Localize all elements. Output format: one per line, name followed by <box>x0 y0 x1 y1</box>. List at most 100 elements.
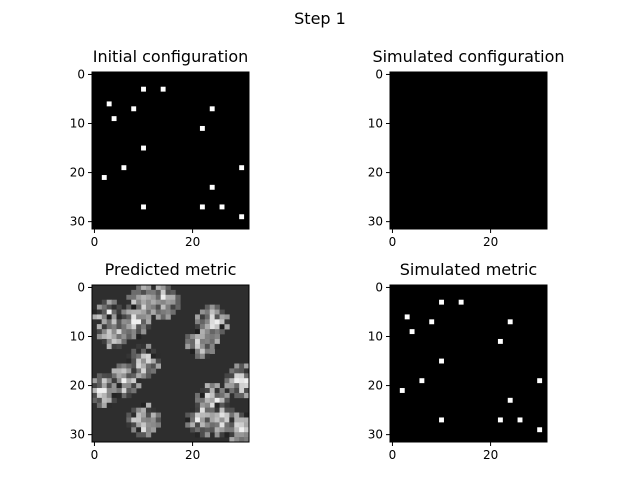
predicted-metric-texture <box>92 285 250 443</box>
predicted-cell <box>190 334 196 340</box>
initial-configuration-ytick-label: 30 <box>70 215 85 229</box>
predicted-cell <box>224 314 230 320</box>
predicted-cell <box>106 299 112 305</box>
predicted-cell <box>199 412 206 418</box>
predicted-cell <box>126 422 132 428</box>
predicted-cell <box>141 304 147 310</box>
predicted-cell <box>199 314 206 320</box>
predicted-cell <box>121 392 127 399</box>
predicted-cell <box>145 417 152 423</box>
predicted-metric-ytick-label: 30 <box>70 428 85 442</box>
predicted-cell <box>204 412 211 418</box>
predicted-cell <box>224 422 230 428</box>
predicted-cell <box>234 392 240 399</box>
predicted-cell <box>229 388 235 394</box>
initial-configuration-point <box>239 214 245 220</box>
predicted-cell <box>214 388 220 394</box>
predicted-cell <box>214 334 220 340</box>
predicted-cell <box>214 304 220 310</box>
predicted-cell <box>155 294 161 301</box>
simulated-metric-ytick-label: 20 <box>368 379 383 393</box>
predicted-cell <box>96 314 103 320</box>
predicted-cell <box>101 388 108 394</box>
predicted-cell <box>229 378 235 384</box>
predicted-cell <box>190 427 196 433</box>
predicted-cell <box>239 388 245 394</box>
predicted-cell <box>131 294 137 301</box>
predicted-cell <box>121 383 127 389</box>
predicted-cell <box>101 299 108 305</box>
predicted-cell <box>150 407 157 413</box>
predicted-cell <box>160 309 166 315</box>
predicted-cell <box>244 437 250 443</box>
predicted-cell <box>234 388 240 394</box>
predicted-cell <box>145 299 152 305</box>
predicted-metric-ytick-label: 20 <box>70 379 85 393</box>
predicted-cell <box>136 358 142 364</box>
predicted-cell <box>145 294 152 301</box>
predicted-cell <box>126 309 132 315</box>
predicted-cell <box>136 319 142 325</box>
initial-configuration-panel: Initial configuration 0 20 0 10 20 30 <box>70 47 250 249</box>
predicted-cell <box>96 402 103 408</box>
predicted-cell <box>145 285 152 291</box>
predicted-cell <box>150 417 157 423</box>
predicted-cell <box>136 373 142 379</box>
predicted-cell <box>199 392 206 399</box>
simulated-configuration-ytick-label: 20 <box>368 166 383 180</box>
simulated-metric-panel: Simulated metric 0 20 0 10 20 30 <box>368 260 548 462</box>
predicted-cell <box>116 363 122 369</box>
initial-configuration-title: Initial configuration <box>93 47 249 66</box>
predicted-cell <box>141 373 147 379</box>
simulated-metric-point <box>497 338 503 344</box>
predicted-cell <box>141 358 147 364</box>
predicted-cell <box>106 402 112 408</box>
predicted-cell <box>101 314 108 320</box>
predicted-cell <box>175 304 181 310</box>
predicted-cell <box>111 378 117 384</box>
predicted-cell <box>126 363 132 369</box>
predicted-cell <box>106 343 112 350</box>
predicted-cell <box>195 427 201 433</box>
predicted-cell <box>136 383 142 389</box>
simulated-metric-point <box>517 417 523 423</box>
predicted-cell <box>204 397 211 404</box>
predicted-cell <box>126 294 132 301</box>
predicted-cell <box>209 334 215 340</box>
predicted-cell <box>190 343 196 350</box>
predicted-cell <box>145 412 152 418</box>
predicted-cell <box>239 373 245 379</box>
simulated-metric-point <box>537 427 543 433</box>
predicted-cell <box>155 363 161 369</box>
predicted-cell <box>136 378 142 384</box>
predicted-cell <box>244 388 250 394</box>
predicted-cell <box>224 392 230 399</box>
predicted-cell <box>244 417 250 423</box>
predicted-cell <box>121 378 127 384</box>
predicted-cell <box>234 427 240 433</box>
predicted-cell <box>121 334 127 340</box>
predicted-cell <box>111 334 117 340</box>
predicted-cell <box>136 324 142 330</box>
predicted-cell <box>214 329 220 335</box>
predicted-metric-xtick-label: 0 <box>91 448 99 462</box>
predicted-cell <box>155 285 161 291</box>
predicted-cell <box>141 402 147 408</box>
predicted-cell <box>185 412 191 418</box>
predicted-cell <box>141 368 147 374</box>
predicted-cell <box>165 309 171 315</box>
predicted-cell <box>131 314 137 320</box>
predicted-cell <box>199 397 206 404</box>
predicted-metric-frame <box>91 284 250 443</box>
predicted-cell <box>96 324 103 330</box>
predicted-cell <box>131 422 137 428</box>
predicted-cell <box>199 402 206 408</box>
predicted-cell <box>126 378 132 384</box>
predicted-cell <box>96 309 103 315</box>
predicted-cell <box>106 319 112 325</box>
predicted-cell <box>136 353 142 359</box>
predicted-cell <box>195 432 201 438</box>
predicted-cell <box>121 368 127 374</box>
predicted-cell <box>111 309 117 315</box>
predicted-cell <box>96 392 103 399</box>
